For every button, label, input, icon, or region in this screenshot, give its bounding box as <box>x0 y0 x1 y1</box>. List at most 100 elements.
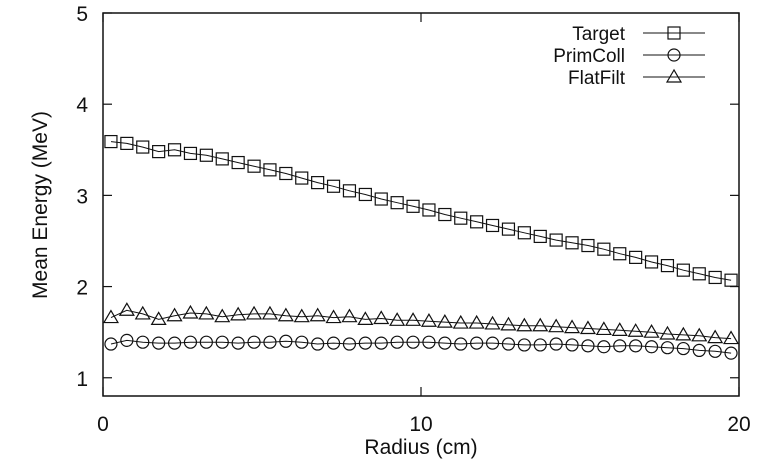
data-point-target <box>136 140 150 154</box>
data-point-target <box>629 250 643 264</box>
data-point-flatfilt <box>707 329 724 344</box>
data-point-flatfilt <box>579 320 596 335</box>
data-point-primcoll <box>263 335 277 349</box>
data-point-target <box>326 179 341 193</box>
data-point-flatfilt <box>723 330 740 345</box>
data-point-primcoll <box>422 335 436 349</box>
series-line-target <box>110 141 732 281</box>
data-point-target <box>120 136 134 151</box>
legend-label: PrimColl <box>553 46 625 67</box>
data-point-target <box>485 218 500 233</box>
data-point-flatfilt <box>595 321 612 336</box>
data-point-target <box>152 145 166 159</box>
data-point-flatfilt <box>691 327 708 342</box>
legend-item-primcoll: PrimColl <box>553 46 705 67</box>
data-point-primcoll <box>231 336 245 350</box>
data-point-flatfilt <box>261 305 278 320</box>
data-point-flatfilt <box>564 319 581 334</box>
legend-item-flatfilt: FlatFilt <box>568 68 705 89</box>
data-point-primcoll <box>326 336 341 350</box>
data-point-target <box>565 236 579 250</box>
data-point-flatfilt <box>516 317 533 332</box>
data-point-target <box>597 242 611 256</box>
data-point-target <box>438 207 452 222</box>
data-point-flatfilt <box>198 305 215 320</box>
data-point-primcoll <box>708 344 722 358</box>
data-point-target <box>644 255 659 269</box>
data-point-primcoll <box>279 334 293 348</box>
data-point-flatfilt <box>452 314 469 329</box>
data-point-flatfilt <box>532 317 549 332</box>
data-point-primcoll <box>454 337 468 351</box>
data-point-flatfilt <box>420 313 437 327</box>
data-point-flatfilt <box>484 315 501 330</box>
data-point-flatfilt <box>405 312 422 326</box>
data-point-primcoll <box>565 338 579 352</box>
data-point-flatfilt <box>246 305 263 320</box>
data-point-primcoll <box>104 337 118 351</box>
data-point-target <box>183 146 198 161</box>
data-point-flatfilt <box>643 323 660 338</box>
legend-item-target: Target <box>572 24 705 45</box>
data-point-primcoll <box>644 340 659 354</box>
data-point-primcoll <box>120 333 134 347</box>
data-point-target <box>549 233 563 247</box>
data-point-flatfilt <box>230 306 247 321</box>
data-point-target <box>533 229 547 244</box>
x-tick-label: 10 <box>409 413 432 436</box>
data-point-target <box>247 159 261 173</box>
data-point-primcoll <box>470 336 484 350</box>
data-point-primcoll <box>724 346 738 360</box>
y-tick-label: 3 <box>76 185 88 208</box>
series-primcoll <box>104 333 738 360</box>
series-line-primcoll <box>110 339 732 354</box>
series-flatfilt <box>102 302 740 345</box>
data-point-primcoll <box>390 335 404 349</box>
data-point-primcoll <box>247 335 261 349</box>
data-point-flatfilt <box>118 302 135 316</box>
data-point-target <box>581 238 595 253</box>
data-point-primcoll <box>167 336 182 350</box>
axis-ticks: 0 10 20 1 2 3 4 5 <box>76 3 750 436</box>
y-tick-label: 5 <box>76 3 88 26</box>
y-tick-label: 2 <box>76 277 88 300</box>
legend-label: FlatFilt <box>568 68 626 89</box>
data-point-flatfilt <box>627 323 644 337</box>
data-point-primcoll <box>183 335 198 349</box>
y-axis-label: Mean Energy (MeV) <box>29 111 52 299</box>
data-point-target <box>613 247 627 261</box>
x-tick-label: 0 <box>97 413 109 436</box>
data-point-target <box>676 263 690 277</box>
legend-marker-target <box>667 26 681 40</box>
data-point-primcoll <box>501 337 516 351</box>
data-point-primcoll <box>199 335 213 349</box>
data-point-flatfilt <box>309 307 326 322</box>
series-target <box>104 134 738 287</box>
data-point-primcoll <box>295 335 309 349</box>
data-point-primcoll <box>152 336 166 350</box>
data-point-primcoll <box>613 339 627 353</box>
x-tick-label: 20 <box>727 413 750 436</box>
legend-marker-flatfilt <box>665 68 683 83</box>
data-point-flatfilt <box>548 318 565 333</box>
data-point-flatfilt <box>341 308 358 323</box>
data-point-flatfilt <box>166 307 183 322</box>
data-point-target <box>422 203 436 217</box>
data-point-flatfilt <box>468 314 485 329</box>
data-point-flatfilt <box>214 308 231 323</box>
data-point-flatfilt <box>102 309 119 324</box>
data-point-primcoll <box>533 338 547 352</box>
data-point-primcoll <box>692 343 706 358</box>
data-point-primcoll <box>358 336 372 350</box>
data-point-flatfilt <box>357 311 374 325</box>
data-point-target <box>215 152 229 166</box>
data-point-flatfilt <box>659 325 676 340</box>
data-point-flatfilt <box>675 326 692 341</box>
data-point-primcoll <box>136 335 150 349</box>
y-tick-label: 4 <box>76 94 88 117</box>
data-point-target <box>454 211 468 225</box>
data-point-flatfilt <box>150 311 167 325</box>
data-point-target <box>724 273 738 287</box>
